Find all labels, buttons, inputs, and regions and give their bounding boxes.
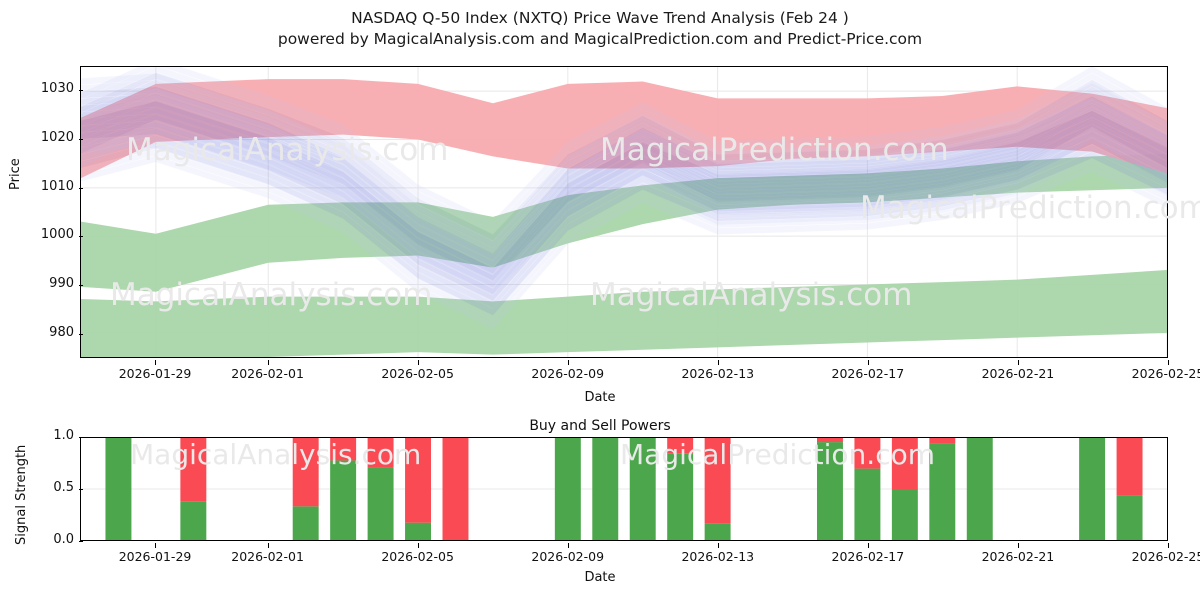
price-y-tick-label: 1000 bbox=[40, 227, 74, 243]
axis-tick-mark bbox=[79, 285, 83, 286]
axis-tick-mark bbox=[1168, 360, 1169, 365]
price-x-tick-label: 2026-02-21 bbox=[981, 366, 1055, 381]
axis-tick-mark bbox=[79, 236, 83, 238]
price-x-tick-label: 2026-02-09 bbox=[531, 366, 605, 381]
axis-tick-mark bbox=[79, 541, 83, 542]
axis-tick-mark bbox=[79, 90, 83, 92]
price-x-tick-label: 2026-02-05 bbox=[381, 366, 454, 381]
price-axis-x-label: Date bbox=[584, 390, 616, 405]
price-chart-svg bbox=[81, 67, 1167, 357]
axis-tick-mark bbox=[155, 543, 157, 548]
axis-tick-mark bbox=[79, 437, 83, 438]
axis-tick-mark bbox=[1017, 543, 1019, 548]
axis-tick-mark bbox=[867, 543, 869, 548]
axis-tick-mark bbox=[567, 543, 569, 548]
signal-axis-y-label: Signal Strength bbox=[14, 444, 29, 545]
price-y-tick-label: 1010 bbox=[40, 178, 74, 194]
price-x-tick-label: 2026-01-29 bbox=[118, 366, 192, 381]
signal-axis-x-label: Date bbox=[584, 570, 616, 585]
axis-tick-mark bbox=[417, 543, 419, 548]
price-x-tick-label: 2026-02-13 bbox=[681, 366, 755, 381]
signal-x-tick-label: 2026-02-09 bbox=[531, 549, 605, 564]
axis-tick-mark bbox=[267, 543, 269, 548]
signal-y-tick-label: 1.0 bbox=[53, 428, 74, 443]
axis-tick-mark bbox=[79, 139, 83, 140]
axis-tick-mark bbox=[79, 333, 83, 335]
price-y-tick-label: 1020 bbox=[40, 130, 74, 145]
price-axis-y-label: Price bbox=[8, 158, 23, 190]
signal-x-tick-label: 2026-02-13 bbox=[681, 549, 755, 564]
signal-chart-plot-area bbox=[80, 437, 1168, 541]
signal-x-tick-label: 2026-02-17 bbox=[831, 549, 905, 564]
axis-tick-mark bbox=[417, 360, 419, 365]
signal-chart-svg bbox=[81, 438, 1167, 540]
page-subtitle: powered by MagicalAnalysis.com and Magic… bbox=[277, 30, 923, 48]
axis-tick-mark bbox=[1168, 543, 1169, 548]
axis-tick-mark bbox=[867, 360, 869, 365]
axis-tick-mark bbox=[79, 187, 83, 189]
signal-x-tick-label: 2026-02-01 bbox=[231, 549, 304, 564]
price-y-tick-label: 990 bbox=[49, 276, 74, 291]
signal-x-tick-label: 2026-02-21 bbox=[981, 549, 1055, 564]
price-y-tick-label: 1030 bbox=[40, 81, 74, 97]
axis-tick-mark bbox=[79, 489, 83, 490]
title-block: NASDAQ Q-50 Index (NXTQ) Price Wave Tren… bbox=[0, 8, 1200, 50]
axis-tick-mark bbox=[717, 543, 719, 548]
signal-x-tick-label: 2026-02-25 bbox=[1131, 549, 1200, 564]
price-x-tick-label: 2026-02-01 bbox=[231, 366, 304, 381]
axis-tick-mark bbox=[717, 360, 719, 365]
signal-x-tick-label: 2026-02-05 bbox=[381, 549, 454, 564]
price-y-tick-label: 980 bbox=[49, 324, 74, 340]
axis-tick-mark bbox=[155, 360, 157, 365]
axis-tick-mark bbox=[567, 360, 569, 365]
price-chart-plot-area bbox=[80, 66, 1168, 358]
axis-tick-mark bbox=[267, 360, 269, 365]
signal-chart-title: Buy and Sell Powers bbox=[529, 418, 671, 434]
page-title: NASDAQ Q-50 Index (NXTQ) Price Wave Tren… bbox=[351, 9, 849, 27]
signal-y-tick-label: 0.5 bbox=[53, 480, 74, 495]
axis-tick-mark bbox=[1017, 360, 1019, 365]
signal-y-tick-label: 0.0 bbox=[53, 532, 74, 547]
price-x-tick-label: 2026-02-25 bbox=[1131, 366, 1200, 381]
signal-x-tick-label: 2026-01-29 bbox=[118, 549, 192, 564]
price-x-tick-label: 2026-02-17 bbox=[831, 366, 905, 381]
